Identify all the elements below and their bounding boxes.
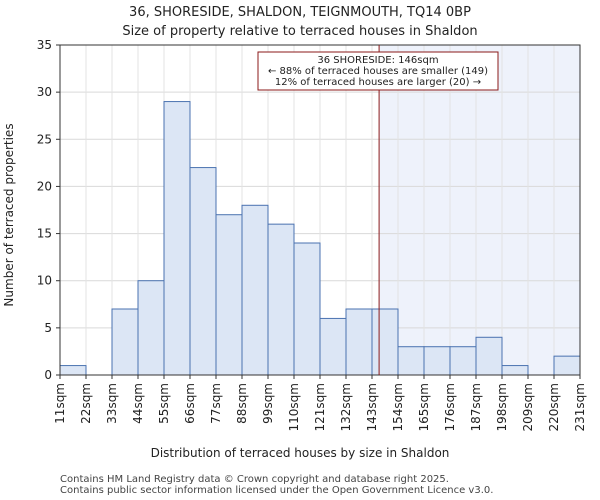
x-axis-label: Distribution of terraced houses by size … [151,446,450,460]
x-tick-label: 22sqm [79,383,93,424]
x-tick-label: 99sqm [261,383,275,424]
histogram-bar [111,308,139,376]
annotation-box [257,51,499,91]
highlight-region [379,45,580,375]
y-tick-label: 5 [44,321,52,335]
histogram-bar [397,346,425,376]
histogram-bar [293,242,321,376]
histogram-bar [215,214,243,376]
x-tick-label: 231sqm [573,383,587,431]
plot-area: 0 5 10 15 20 25 30 35 11sqm 22sqm 33sqm 44sqm 55sqm 6… [37,38,587,431]
y-tick-label: 35 [37,38,52,52]
chart-subtitle: Size of property relative to terraced ho… [122,24,477,39]
x-tick-label: 33sqm [105,383,119,424]
histogram-bar [189,167,217,376]
x-tick-label: 121sqm [313,383,327,431]
x-tick-label: 55sqm [157,383,171,424]
x-tick-label: 220sqm [547,383,561,431]
histogram-bar [501,365,529,376]
y-axis-label: Number of terraced properties [2,123,16,306]
x-tick-label: 154sqm [391,383,405,431]
x-tick-label: 165sqm [417,383,431,431]
x-tick-label: 44sqm [131,383,145,424]
histogram-bar [553,355,581,376]
histogram-bar [163,101,191,376]
x-tick-label: 132sqm [339,383,353,431]
footer-line-2: Contains public sector information licen… [60,485,493,496]
annotation-line-1: 36 SHORESIDE: 146sqm [317,55,438,66]
y-tick-label: 10 [37,274,52,288]
histogram-bar [319,317,347,376]
x-tick-label: 143sqm [365,383,379,431]
x-tick-label: 66sqm [183,383,197,424]
histogram-bar [449,346,477,376]
x-tick-label: 11sqm [53,383,67,424]
x-tick-label: 176sqm [443,383,457,431]
y-tick-label: 15 [37,227,52,241]
histogram-bar [137,280,165,376]
histogram-bar [241,204,269,376]
x-tick-label: 77sqm [209,383,223,424]
chart-title: 36, SHORESIDE, SHALDON, TEIGNMOUTH, TQ14… [129,5,471,20]
y-tick-label: 25 [37,132,52,146]
footer-line-1: Contains HM Land Registry data © Crown c… [60,474,449,485]
histogram-bar [371,308,399,376]
y-tick-label: 0 [44,368,52,382]
x-tick-label: 187sqm [469,383,483,431]
annotation-line-2: ← 88% of terraced houses are smaller (14… [268,66,488,77]
y-tick-label: 20 [37,179,52,193]
x-tick-label: 88sqm [235,383,249,424]
x-tick-label: 209sqm [521,383,535,431]
x-tick-label: 110sqm [287,383,301,431]
histogram-bar [267,223,295,376]
y-tick-label: 30 [37,85,52,99]
histogram-bar [475,336,503,376]
annotation-line-3: 12% of terraced houses are larger (20) → [275,77,481,88]
histogram-bar [59,365,87,376]
histogram-bar [423,346,451,376]
x-tick-label: 198sqm [495,383,509,431]
histogram-bar [345,308,373,376]
